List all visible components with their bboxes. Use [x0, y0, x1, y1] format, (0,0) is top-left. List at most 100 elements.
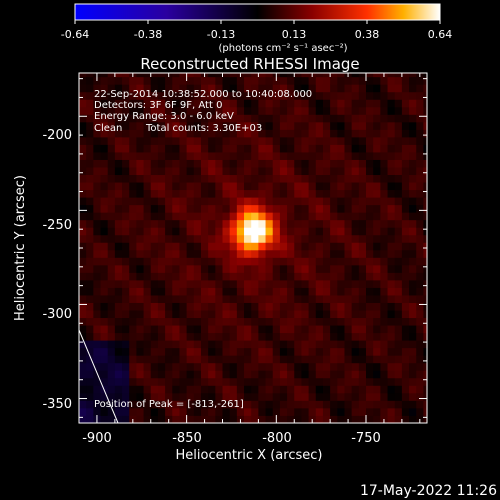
heatmap-cell: [93, 362, 101, 371]
heatmap-cell: [193, 340, 202, 349]
heatmap-cell: [272, 317, 281, 326]
heatmap-cell: [387, 272, 396, 281]
heatmap-cell: [279, 204, 288, 213]
heatmap-cell: [301, 197, 310, 206]
heatmap-cell: [308, 272, 317, 281]
heatmap-cell: [344, 302, 353, 311]
heatmap-cell: [100, 377, 109, 386]
heatmap-cell: [315, 182, 324, 191]
heatmap-cell: [172, 249, 180, 258]
heatmap-cell: [157, 189, 166, 198]
heatmap-cell: [186, 144, 195, 153]
heatmap-cell: [150, 347, 159, 356]
heatmap-cell: [279, 152, 288, 160]
heatmap-cell: [337, 189, 345, 198]
heatmap-cell: [215, 257, 223, 266]
heatmap-cell: [186, 114, 195, 123]
heatmap-cell: [143, 377, 152, 386]
heatmap-cell: [150, 279, 159, 288]
heatmap-cell: [301, 121, 310, 130]
heatmap-cell: [394, 377, 403, 386]
heatmap-cell: [351, 279, 360, 288]
heatmap-cell: [251, 295, 259, 303]
heatmap-cell: [344, 84, 353, 93]
heatmap-cell: [114, 99, 123, 108]
heatmap-cell: [294, 182, 302, 191]
heatmap-cell: [394, 279, 403, 288]
heatmap-cell: [172, 279, 180, 288]
heatmap-cell: [236, 234, 245, 243]
heatmap-cell: [208, 385, 216, 394]
heatmap-cell: [251, 385, 259, 394]
heatmap-cell: [114, 302, 123, 311]
heatmap-cell: [416, 167, 424, 176]
heatmap-cell: [86, 257, 94, 266]
heatmap-cell: [150, 114, 159, 123]
heatmap-cell: [136, 182, 144, 191]
heatmap-cell: [200, 136, 209, 145]
heatmap-cell: [294, 189, 302, 198]
heatmap-cell: [179, 121, 188, 130]
heatmap-cell: [165, 182, 173, 191]
heatmap-cell: [344, 159, 353, 168]
heatmap-cell: [380, 370, 388, 379]
heatmap-cell: [322, 99, 331, 108]
heatmap-cell: [236, 377, 245, 386]
heatmap-cell: [265, 182, 274, 191]
heatmap-cell: [129, 317, 137, 326]
heatmap-cell: [380, 219, 388, 228]
heatmap-cell: [409, 189, 417, 198]
heatmap-cell: [150, 159, 159, 168]
heatmap-cell: [193, 287, 202, 296]
heatmap-cell: [179, 197, 188, 206]
heatmap-cell: [229, 129, 238, 138]
heatmap-cell: [351, 362, 360, 371]
heatmap-cell: [100, 144, 109, 153]
heatmap-cell: [79, 204, 87, 213]
heatmap-cell: [366, 152, 374, 160]
heatmap-cell: [86, 370, 94, 379]
heatmap-cell: [86, 332, 94, 341]
heatmap-cell: [416, 392, 424, 401]
heatmap-cell: [265, 114, 274, 123]
heatmap-cell: [150, 167, 159, 176]
heatmap-cell: [157, 129, 166, 138]
heatmap-cell: [193, 242, 202, 251]
heatmap-cell: [215, 325, 223, 334]
heatmap-cell: [136, 347, 144, 356]
heatmap-cell: [258, 340, 266, 349]
heatmap-cell: [208, 219, 216, 228]
heatmap-cell: [136, 377, 144, 386]
heatmap-cell: [208, 227, 216, 236]
heatmap-cell: [193, 182, 202, 191]
heatmap-cell: [244, 182, 252, 191]
heatmap-cell: [150, 106, 159, 115]
heatmap-cell: [380, 234, 388, 243]
heatmap-cell: [172, 264, 180, 273]
heatmap-cell: [351, 257, 360, 266]
heatmap-cell: [251, 317, 259, 326]
heatmap-cell: [308, 242, 317, 251]
heatmap-cell: [394, 121, 403, 130]
heatmap-cell: [100, 114, 109, 123]
heatmap-cell: [315, 279, 324, 288]
heatmap-cell: [394, 340, 403, 349]
heatmap-cell: [337, 76, 345, 85]
heatmap-cell: [93, 257, 101, 266]
heatmap-cell: [279, 174, 288, 183]
colorbar-tick-label: -0.38: [134, 28, 162, 41]
heatmap-cell: [416, 249, 424, 258]
heatmap-cell: [244, 99, 252, 108]
heatmap-cell: [200, 407, 209, 416]
heatmap-cell: [315, 407, 324, 416]
heatmap-cell: [380, 385, 388, 394]
heatmap-cell: [172, 302, 180, 311]
heatmap-cell: [129, 182, 137, 191]
heatmap-cell: [380, 272, 388, 281]
heatmap-cell: [416, 317, 424, 326]
heatmap-cell: [265, 347, 274, 356]
heatmap-cell: [186, 91, 195, 100]
heatmap-cell: [258, 310, 266, 319]
heatmap-cell: [272, 249, 281, 258]
heatmap-cell: [287, 99, 295, 108]
